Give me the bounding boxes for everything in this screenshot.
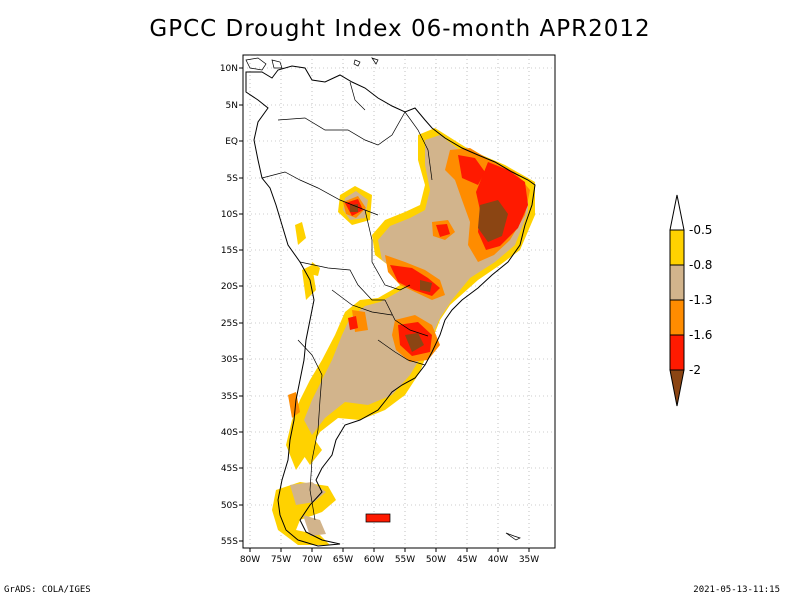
chart-title: GPCC Drought Index 06-month APR2012 (149, 16, 651, 42)
lat-label: 5N (226, 101, 238, 111)
lon-label: 75W (271, 555, 291, 565)
lon-ticks (249, 548, 530, 552)
lat-label: 10S (221, 210, 238, 220)
coastline (245, 65, 536, 547)
lon-label: 50W (426, 555, 446, 565)
lon-label: 80W (240, 555, 260, 565)
legend-top-arrow (669, 194, 685, 231)
color-legend: -0.5 -0.8 -1.3 -1.6 -2 (669, 194, 712, 407)
legend-label: -1.6 (689, 328, 712, 342)
lat-label: 10N (220, 64, 238, 74)
legend-swatch-yellow (669, 229, 685, 266)
lat-label: 45S (221, 464, 238, 474)
country-borders (261, 81, 433, 521)
lat-ticks (239, 67, 243, 542)
lat-label: 55S (221, 537, 238, 547)
central-america (245, 57, 521, 541)
lon-label: 40W (488, 555, 508, 565)
lon-label: 35W (519, 555, 539, 565)
lat-label: 25S (221, 319, 238, 329)
legend-label: -1.3 (689, 293, 712, 307)
longitude-axis: 80W 75W 70W 65W 60W 55W 50W 45W 40W 35W (240, 555, 539, 565)
legend-swatch-tan (669, 264, 685, 301)
latitude-axis: 10N 5N EQ 5S 10S 15S 20S 25S 30S 35S 40S… (220, 64, 238, 547)
legend-label: -2 (689, 363, 701, 377)
lat-label: 50S (221, 501, 238, 511)
lon-label: 70W (302, 555, 322, 565)
lon-label: 55W (395, 555, 415, 565)
footer-credit: GrADS: COLA/IGES (4, 585, 91, 595)
legend-swatch-orange (669, 299, 685, 336)
legend-label: -0.8 (689, 258, 712, 272)
lat-label: 30S (221, 355, 238, 365)
legend-bottom-arrow (669, 369, 685, 407)
footer-timestamp: 2021-05-13-11:15 (693, 585, 780, 595)
lat-label: 15S (221, 246, 238, 256)
lon-label: 60W (364, 555, 384, 565)
lat-label: EQ (225, 137, 238, 147)
lat-label: 40S (221, 428, 238, 438)
lat-label: 35S (221, 392, 238, 402)
legend-swatch-red (669, 334, 685, 371)
lat-label: 20S (221, 282, 238, 292)
lon-label: 45W (457, 555, 477, 565)
lat-label: 5S (227, 174, 239, 184)
lon-label: 65W (333, 555, 353, 565)
legend-label: -0.5 (689, 223, 712, 237)
drought-level-exceptional (350, 200, 508, 352)
